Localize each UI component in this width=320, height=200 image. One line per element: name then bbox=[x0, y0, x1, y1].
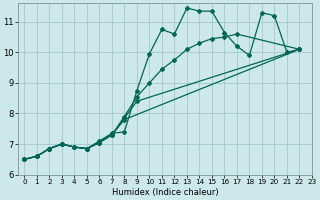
X-axis label: Humidex (Indice chaleur): Humidex (Indice chaleur) bbox=[112, 188, 218, 197]
